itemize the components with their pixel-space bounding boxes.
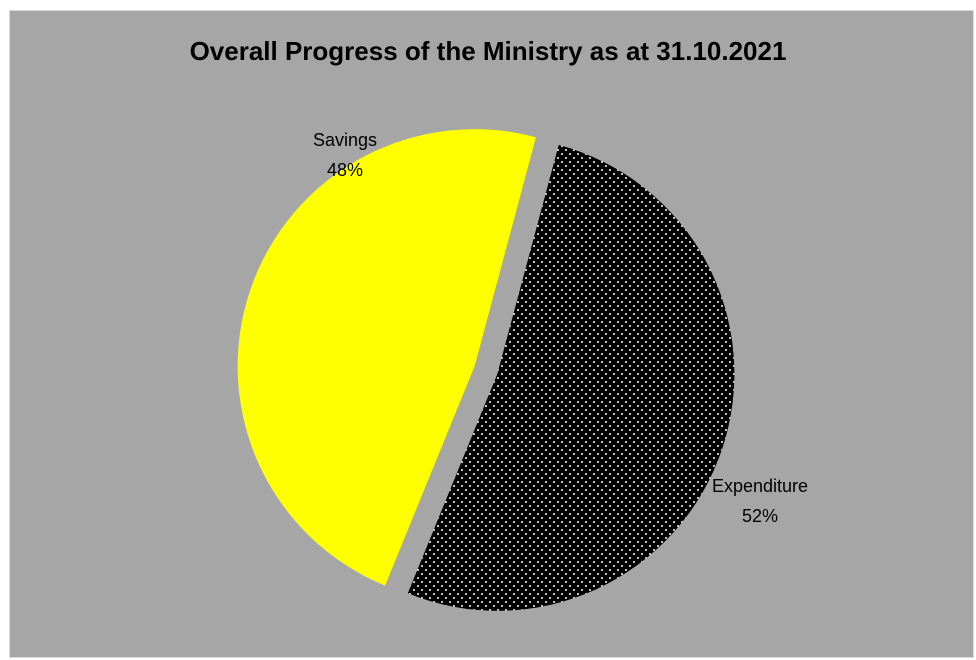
- data-label-savings: Savings 48%: [313, 130, 377, 180]
- data-label-expenditure: Expenditure 52%: [712, 476, 808, 526]
- data-label-percent: 48%: [327, 160, 363, 180]
- chart-title: Overall Progress of the Ministry as at 3…: [189, 36, 787, 66]
- data-label-name: Savings: [313, 130, 377, 150]
- pie-slice-savings: [237, 129, 536, 586]
- data-label-percent: 52%: [742, 506, 778, 526]
- data-label-name: Expenditure: [712, 476, 808, 496]
- pie-slice-expenditure: [407, 144, 735, 611]
